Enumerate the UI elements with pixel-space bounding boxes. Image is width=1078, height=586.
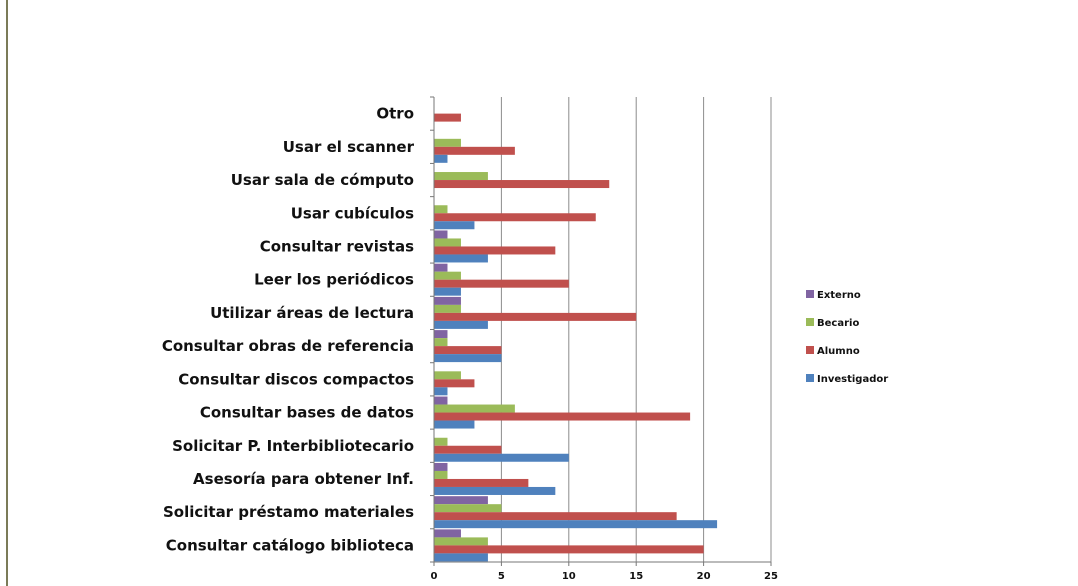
bar-consultar-catalogo-biblioteca-becario xyxy=(434,537,488,546)
bar-asesoria-para-obtener-inf-externo xyxy=(434,462,448,471)
bar-leer-los-periodicos-investigador xyxy=(434,287,461,296)
category-label-consultar-obras-de-referencia: Consultar obras de referencia xyxy=(162,337,414,355)
bar-utilizar-areas-de-lectura-becario xyxy=(434,304,461,313)
category-label-asesoria-para-obtener-inf: Asesoría para obtener Inf. xyxy=(193,470,414,488)
bar-solicitar-prestamo-materiales-alumno xyxy=(434,512,677,521)
bar-consultar-bases-de-datos-alumno xyxy=(434,412,691,421)
bar-usar-sala-de-computo-alumno xyxy=(434,180,610,189)
legend-label-investigador: Investigador xyxy=(817,374,888,385)
bar-solicitar-p-interbibliotecario-alumno xyxy=(434,445,502,454)
category-label-consultar-bases-de-datos: Consultar bases de datos xyxy=(200,404,414,422)
x-tick-label-15: 15 xyxy=(629,571,643,582)
legend-swatch-investigador xyxy=(806,374,814,382)
bar-leer-los-periodicos-becario xyxy=(434,271,461,280)
category-label-utilizar-areas-de-lectura: Utilizar áreas de lectura xyxy=(210,304,414,322)
category-label-leer-los-periodicos: Leer los periódicos xyxy=(254,271,414,289)
legend-swatch-alumno xyxy=(806,346,814,354)
legend-swatch-becario xyxy=(806,318,814,326)
bar-utilizar-areas-de-lectura-externo xyxy=(434,296,461,305)
bar-consultar-bases-de-datos-becario xyxy=(434,404,515,413)
x-tick-labels: 0 5 10 15 20 25 xyxy=(431,571,778,582)
category-label-otro: Otro xyxy=(376,105,414,123)
bar-consultar-catalogo-biblioteca-investigador xyxy=(434,553,488,562)
x-tick-label-25: 25 xyxy=(764,571,778,582)
legend-label-becario: Becario xyxy=(817,318,859,329)
bar-otro-alumno xyxy=(434,113,461,122)
bar-usar-el-scanner-alumno xyxy=(434,146,515,155)
bar-consultar-catalogo-biblioteca-alumno xyxy=(434,545,704,554)
bar-solicitar-prestamo-materiales-investigador xyxy=(434,520,718,529)
category-label-consultar-discos-compactos: Consultar discos compactos xyxy=(178,370,414,388)
bar-usar-el-scanner-investigador xyxy=(434,154,448,163)
x-tick-label-0: 0 xyxy=(431,571,438,582)
category-label-usar-cubiculos: Usar cubículos xyxy=(291,204,414,222)
bar-usar-cubiculos-alumno xyxy=(434,213,596,222)
bar-consultar-discos-compactos-alumno xyxy=(434,379,475,388)
bar-consultar-discos-compactos-investigador xyxy=(434,387,448,396)
bar-usar-sala-de-computo-becario xyxy=(434,172,488,181)
bar-solicitar-prestamo-materiales-becario xyxy=(434,504,502,513)
category-label-consultar-revistas: Consultar revistas xyxy=(260,237,414,255)
category-label-usar-el-scanner: Usar el scanner xyxy=(283,138,415,156)
left-border-rule xyxy=(6,0,8,586)
x-tick-label-10: 10 xyxy=(562,571,576,582)
bar-solicitar-p-interbibliotecario-investigador xyxy=(434,453,569,462)
bars xyxy=(434,113,718,562)
bar-consultar-catalogo-biblioteca-externo xyxy=(434,529,461,538)
legend-label-externo: Externo xyxy=(817,290,861,301)
x-tick-label-5: 5 xyxy=(498,571,505,582)
legend-swatch-externo xyxy=(806,290,814,298)
bar-asesoria-para-obtener-inf-becario xyxy=(434,470,448,479)
category-label-usar-sala-de-computo: Usar sala de cómputo xyxy=(231,171,414,189)
bar-solicitar-p-interbibliotecario-becario xyxy=(434,437,448,446)
bar-consultar-revistas-becario xyxy=(434,238,461,247)
bar-usar-cubiculos-investigador xyxy=(434,221,475,230)
bar-consultar-obras-de-referencia-externo xyxy=(434,330,448,339)
category-label-solicitar-p-interbibliotecario: Solicitar P. Interbibliotecario xyxy=(172,437,414,455)
bar-leer-los-periodicos-alumno xyxy=(434,279,569,288)
bar-consultar-obras-de-referencia-becario xyxy=(434,338,448,347)
x-tick-label-20: 20 xyxy=(697,571,711,582)
axes xyxy=(430,96,772,566)
legend: Externo Becario Alumno Investigador xyxy=(806,290,888,385)
bar-leer-los-periodicos-externo xyxy=(434,263,448,272)
category-labels: Otro Usar el scanner Usar sala de cómputo U… xyxy=(162,105,415,555)
bar-consultar-discos-compactos-becario xyxy=(434,371,461,380)
bar-solicitar-prestamo-materiales-externo xyxy=(434,496,488,505)
bar-asesoria-para-obtener-inf-investigador xyxy=(434,486,556,495)
bar-usar-cubiculos-becario xyxy=(434,205,448,214)
bar-consultar-bases-de-datos-investigador xyxy=(434,420,475,429)
bar-consultar-revistas-alumno xyxy=(434,246,556,255)
bar-asesoria-para-obtener-inf-alumno xyxy=(434,478,529,487)
bar-consultar-bases-de-datos-externo xyxy=(434,396,448,405)
bar-consultar-obras-de-referencia-alumno xyxy=(434,346,502,355)
bar-utilizar-areas-de-lectura-investigador xyxy=(434,320,488,329)
legend-label-alumno: Alumno xyxy=(817,346,860,357)
category-label-solicitar-prestamo-materiales: Solicitar préstamo materiales xyxy=(163,503,414,521)
bar-consultar-obras-de-referencia-investigador xyxy=(434,354,502,363)
bar-utilizar-areas-de-lectura-alumno xyxy=(434,312,637,321)
bar-consultar-revistas-investigador xyxy=(434,254,488,263)
category-label-consultar-catalogo-biblioteca: Consultar catálogo biblioteca xyxy=(166,536,414,554)
bar-usar-el-scanner-becario xyxy=(434,138,461,147)
bar-consultar-revistas-externo xyxy=(434,230,448,239)
